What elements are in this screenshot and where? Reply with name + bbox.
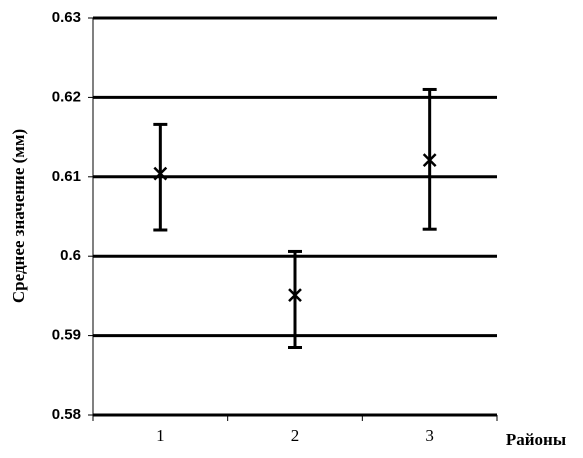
marker: [288, 288, 302, 302]
x-axis-title: Районы: [506, 430, 566, 449]
x-tick-label: 2: [291, 426, 300, 445]
y-axis-title: Среднее значение (мм): [9, 129, 28, 303]
y-tick-label: 0.62: [52, 88, 81, 105]
y-tick-label: 0.61: [52, 168, 81, 185]
y-tick-label: 0.63: [52, 9, 81, 26]
marker: [422, 153, 437, 168]
x-tick-label: 1: [156, 426, 165, 445]
x-tick-label: 3: [425, 426, 434, 445]
marker: [153, 166, 168, 181]
y-tick-label: 0.58: [52, 406, 81, 423]
y-tick-label: 0.6: [60, 247, 81, 264]
y-tick-label: 0.59: [52, 327, 81, 344]
